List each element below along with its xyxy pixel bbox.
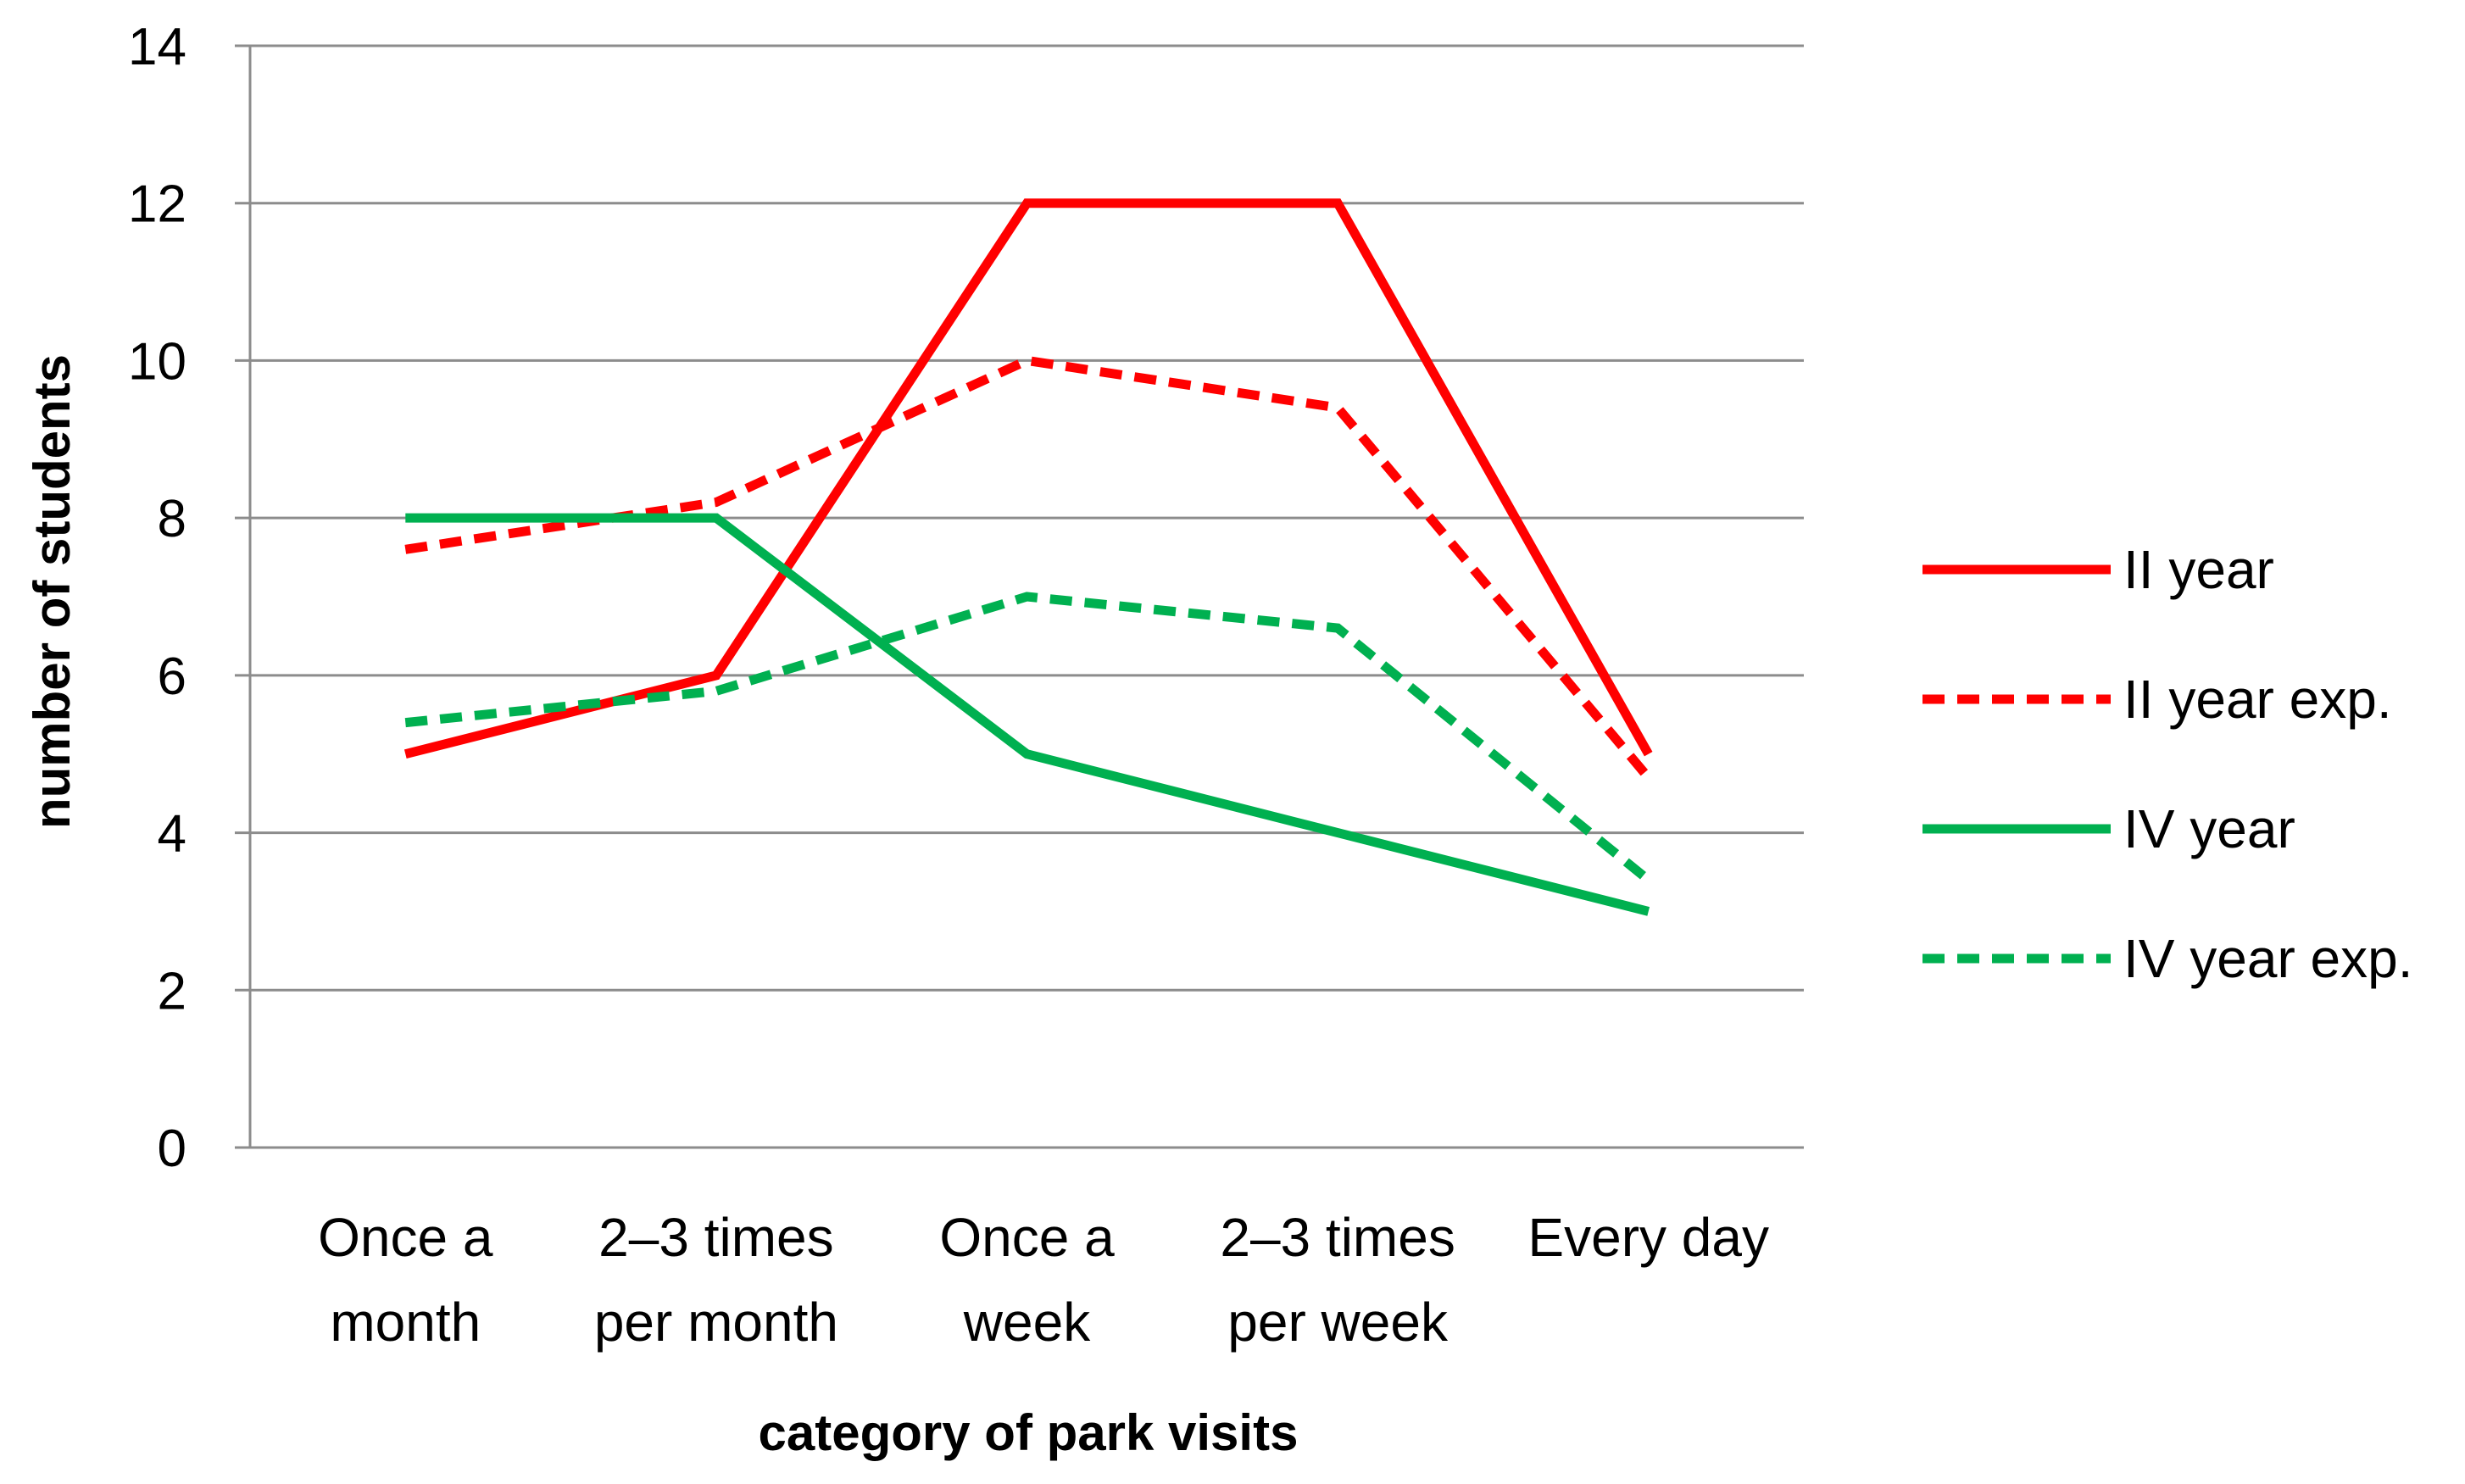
series-line-2 — [405, 513, 1650, 916]
x-tick-label: 2–3 times per week — [1220, 1207, 1455, 1353]
x-tick-label-line: 2–3 times — [598, 1207, 833, 1268]
series-lines — [403, 198, 1653, 916]
x-tick-label: Once a week — [939, 1207, 1115, 1353]
x-tick-label-line: Once a — [318, 1207, 493, 1268]
x-tick-label-line: per month — [594, 1292, 838, 1353]
x-tick-label: 2–3 times per month — [594, 1207, 838, 1353]
x-tick-label-line: month — [330, 1292, 481, 1353]
axes — [235, 44, 1804, 1149]
legend-label: IV year — [2123, 798, 2295, 859]
series-line-0 — [403, 198, 1653, 759]
x-tick-label: Once a month — [318, 1207, 493, 1353]
x-tick-label-line: Once a — [939, 1207, 1115, 1268]
x-tick-label-line: week — [963, 1292, 1091, 1353]
legend-label: IV year exp. — [2123, 928, 2413, 989]
x-tick-label: Every day — [1527, 1207, 1769, 1268]
y-axis-title: number of students — [24, 354, 81, 829]
y-tick-label: 10 — [128, 332, 186, 391]
y-tick-label: 0 — [158, 1120, 186, 1178]
x-tick-label-line: Every day — [1527, 1207, 1769, 1268]
x-axis-title: category of park visits — [759, 1404, 1299, 1461]
x-tick-label-line: 2–3 times — [1220, 1207, 1455, 1268]
legend: II year II year exp. IV year IV year exp. — [1922, 539, 2413, 989]
y-tick-label: 14 — [128, 18, 186, 76]
y-tick-label: 4 — [158, 805, 186, 864]
legend-label: II year — [2123, 539, 2274, 600]
y-tick-label: 12 — [128, 175, 186, 234]
y-tick-label: 2 — [158, 962, 186, 1020]
series-line-3 — [404, 592, 1652, 884]
y-tick-label: 8 — [158, 490, 186, 548]
tick-labels: 0 2 4 6 8 10 12 14 Once a month 2–3 times per month… — [128, 18, 1769, 1353]
y-tick-label: 6 — [158, 648, 186, 706]
x-tick-label-line: per week — [1227, 1292, 1449, 1353]
legend-label: II year exp. — [2123, 669, 2392, 730]
